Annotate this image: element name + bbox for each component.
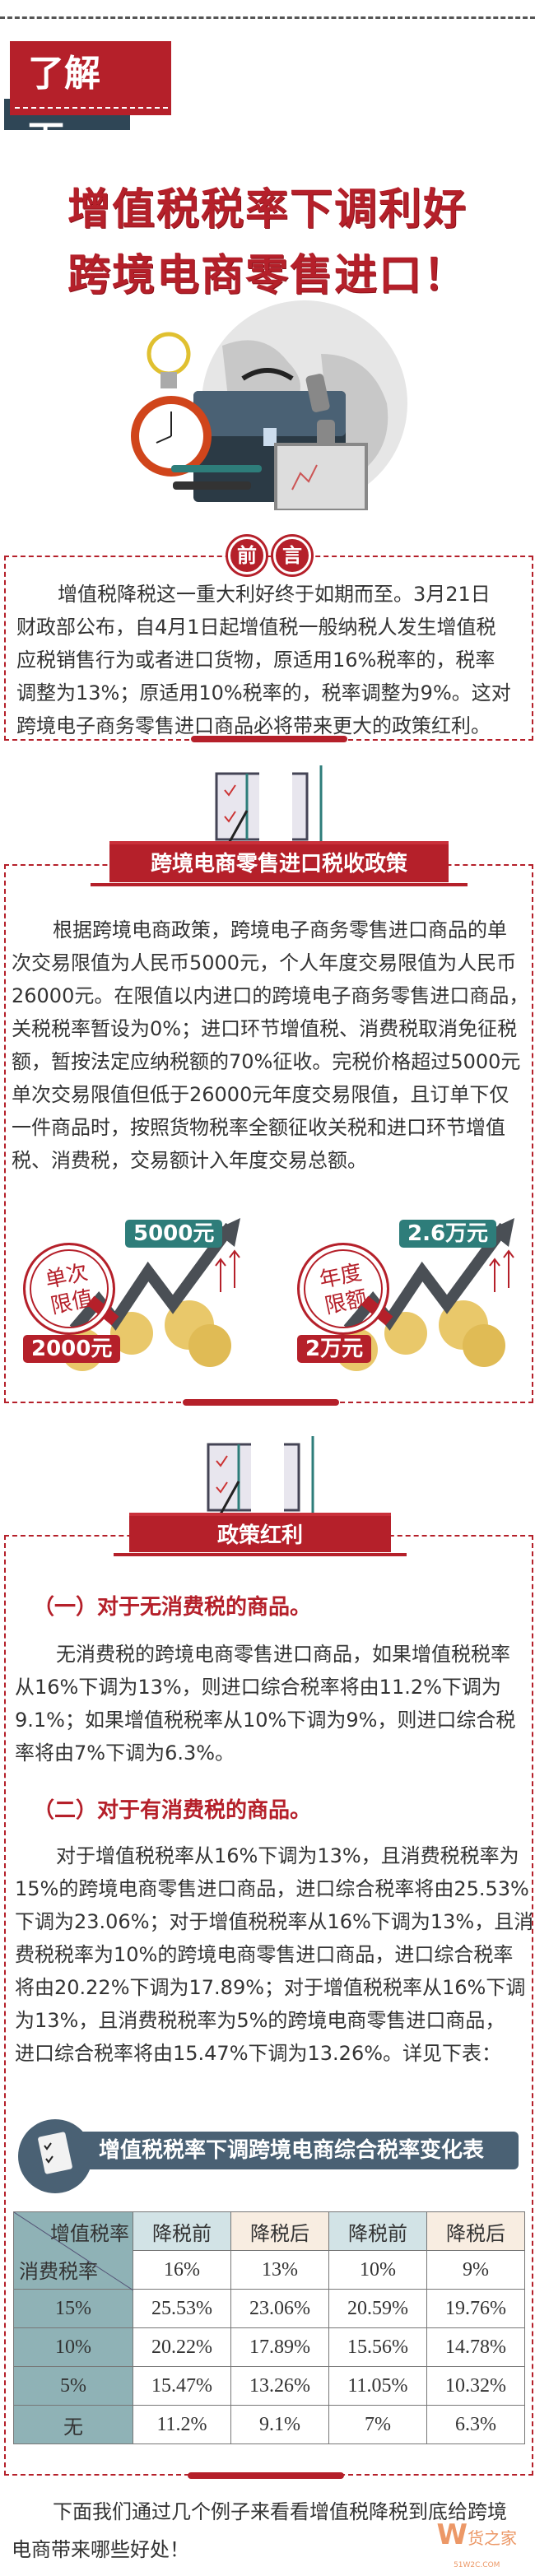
rate-change-table: 增值税率 消费税率 降税前 降税后 降税前 降税后 16% 13% 10% 9%… bbox=[13, 2211, 525, 2444]
single-limit-high-label: 5000元 bbox=[125, 1220, 223, 1248]
row-label: 无 bbox=[13, 2405, 133, 2444]
table-cell: 9.1% bbox=[230, 2405, 329, 2444]
table-cell: 20.22% bbox=[133, 2327, 231, 2367]
text-line: 9.1%；如果增值税税率从10%下调为9%，则进口综合税 bbox=[15, 1709, 516, 1732]
table-cell: 7% bbox=[328, 2405, 427, 2444]
table-cell: 13.26% bbox=[230, 2366, 329, 2406]
table-title: 增值税税率下调跨境电商综合税率变化表 bbox=[58, 2132, 519, 2169]
corner-vat-label: 增值税率 bbox=[50, 2224, 129, 2245]
preface-end-bar bbox=[191, 736, 347, 742]
policy-end-bar bbox=[183, 1399, 339, 1406]
table-row: 5% 15.47% 13.26% 11.05% 10.32% bbox=[13, 2366, 525, 2406]
table-cell: 17.89% bbox=[230, 2327, 329, 2367]
row-label: 5% bbox=[13, 2366, 133, 2406]
text-line: 单次交易限值但低于26000元年度交易限值，且订单下仅 bbox=[12, 1083, 509, 1106]
watermark-logo: W货之家 51W2C.COM bbox=[436, 2518, 517, 2569]
text-line: 下面我们通过几个例子来看看增值税降税到底给跨境 bbox=[53, 2500, 507, 2523]
text-line: 应税销售行为或者进口货物，原适用16%税率的，税率 bbox=[16, 649, 495, 672]
vat-rate-cell: 9% bbox=[426, 2250, 525, 2290]
table-cell: 14.78% bbox=[426, 2327, 525, 2367]
text-line: 调整为13%；原适用10%税率的，税率调整为9%。这对 bbox=[16, 681, 511, 704]
header-cell: 降税后 bbox=[426, 2211, 525, 2251]
annual-limit-high-label: 2.6万元 bbox=[399, 1220, 497, 1248]
text-line: 费税税率为10%的跨境电商零售进口商品，进口综合税率 bbox=[15, 1943, 514, 1966]
page-title-line-1: 增值税税率下调利好 bbox=[67, 185, 468, 235]
table-cell: 23.06% bbox=[230, 2289, 329, 2328]
checklist-book-icon bbox=[207, 1436, 314, 1518]
table-cell: 15.56% bbox=[328, 2327, 427, 2367]
header-cell: 降税前 bbox=[133, 2211, 231, 2251]
table-cell: 19.76% bbox=[426, 2289, 525, 2328]
table-row: 10% 20.22% 17.89% 15.56% 14.78% bbox=[13, 2327, 525, 2367]
text-line: 率将由7%下调为6.3%。 bbox=[15, 1741, 235, 1765]
text-line: 电商带来哪些好处！ bbox=[12, 2538, 189, 2561]
section-1-text: 无消费税的跨境电商零售进口商品，如果增值税税率 从16%下调为13%，则进口综合… bbox=[15, 1638, 522, 1769]
preface-text: 增值税降税这一重大利好终于如期而至。3月21日 财政部公布，自4月1日起增值税一… bbox=[16, 578, 523, 742]
text-line: 次交易限值为人民币5000元，个人年度交易限值为人民币 bbox=[12, 951, 517, 974]
row-label: 15% bbox=[13, 2289, 133, 2328]
table-cell: 6.3% bbox=[426, 2405, 525, 2444]
table-cell: 10.32% bbox=[426, 2366, 525, 2406]
annual-limit-low-label: 2万元 bbox=[297, 1335, 372, 1363]
clipboard-icon bbox=[18, 2119, 92, 2193]
closing-text: 下面我们通过几个例子来看看增值税降税到底给跨境 电商带来哪些好处！ bbox=[12, 2495, 519, 2566]
top-dashed-divider bbox=[0, 16, 535, 19]
text-line: 一件商品时，按照货物税率全额征收关税和进口环节增值 bbox=[12, 1116, 505, 1139]
benefit-banner-underline bbox=[114, 1553, 407, 1556]
vat-rate-cell: 10% bbox=[328, 2250, 427, 2290]
table-row: 无 11.2% 9.1% 7% 6.3% bbox=[13, 2405, 525, 2444]
rising-arrow-icon bbox=[61, 1218, 240, 1371]
benefit-end-bar bbox=[188, 2472, 344, 2479]
vat-rate-cell: 16% bbox=[133, 2250, 231, 2290]
table-cell: 25.53% bbox=[133, 2289, 231, 2328]
lightbulb-icon bbox=[147, 332, 191, 388]
single-limit-low-label: 2000元 bbox=[23, 1335, 121, 1363]
text-line: 15%的跨境电商零售进口商品，进口综合税率将由25.53% bbox=[15, 1877, 529, 1900]
policy-banner: 跨境电商零售进口税收政策 bbox=[109, 841, 449, 882]
section-1-heading: （一）对于无消费税的商品。 bbox=[33, 1595, 312, 1620]
intro-tag: 了解下， bbox=[10, 41, 171, 160]
page-title-line-2: 跨境电商零售进口！ bbox=[67, 251, 468, 300]
header-cell: 降税后 bbox=[230, 2211, 329, 2251]
table-corner-cell: 增值税率 消费税率 bbox=[13, 2211, 133, 2290]
corner-consumption-label: 消费税率 bbox=[19, 2262, 98, 2283]
checklist-book-icon bbox=[215, 765, 323, 848]
text-line: 无消费税的跨境电商零售进口商品，如果增值税税率 bbox=[56, 1643, 510, 1666]
text-line: 税、消费税，交易额计入年度交易总额。 bbox=[12, 1149, 367, 1172]
table-cell: 11.05% bbox=[328, 2366, 427, 2406]
annual-limit-graphic: 年度 限额 2.6万元 2万元 bbox=[282, 1210, 529, 1374]
preface-seal-2: 言 bbox=[273, 537, 311, 574]
text-line: 进口综合税率将由15.47%下调为13.26%。详见下表： bbox=[15, 2042, 502, 2065]
section-2-heading: （二）对于有消费税的商品。 bbox=[33, 1798, 312, 1823]
text-line: 财政部公布，自4月1日起增值税一般纳税人发生增值税 bbox=[16, 616, 496, 639]
notebook-icon bbox=[274, 443, 368, 510]
table-cell: 11.2% bbox=[133, 2405, 231, 2444]
pen-icon bbox=[171, 465, 262, 490]
section-2-text: 对于增值税税率从16%下调为13%，且消费税税率为 15%的跨境电商零售进口商品… bbox=[15, 1839, 534, 2070]
table-cell: 20.59% bbox=[328, 2289, 427, 2328]
clock-icon bbox=[131, 396, 212, 477]
benefit-banner: 政策红利 bbox=[129, 1513, 391, 1552]
hero-illustration bbox=[131, 300, 407, 510]
text-line: 26000元。在限值以内进口的跨境电子商务零售进口商品， bbox=[12, 984, 529, 1007]
policy-banner-underline bbox=[91, 883, 468, 886]
text-line: 对于增值税税率从16%下调为13%，且消费税税率为 bbox=[56, 1844, 519, 1867]
row-label: 10% bbox=[13, 2327, 133, 2367]
table-cell: 15.47% bbox=[133, 2366, 231, 2406]
policy-text: 根据跨境电商政策，跨境电子商务零售进口商品的单 次交易限值为人民币5000元，个… bbox=[12, 914, 529, 1177]
text-line: 为13%，且消费税税率为5%的跨境电商零售进口商品， bbox=[15, 2009, 505, 2032]
text-line: 额，暂按法定应纳税额的70%征收。完税价格超过5000元 bbox=[12, 1050, 521, 1073]
single-limit-graphic: 单次 限值 5000元 2000元 bbox=[8, 1210, 255, 1374]
table-row: 15% 25.53% 23.06% 20.59% 19.76% bbox=[13, 2289, 525, 2328]
text-line: 关税税率暂设为0%；进口环节增值税、消费税取消免征税 bbox=[12, 1017, 518, 1040]
text-line: 从16%下调为13%，则进口综合税率将由11.2%下调为 bbox=[15, 1676, 501, 1699]
vat-rate-cell: 13% bbox=[230, 2250, 329, 2290]
text-line: 根据跨境电商政策，跨境电子商务零售进口商品的单 bbox=[53, 918, 507, 942]
text-line: 增值税降税这一重大利好终于如期而至。3月21日 bbox=[58, 583, 491, 606]
text-line: 将由20.22%下调为17.89%；对于增值税税率从16%下调 bbox=[15, 1976, 526, 1999]
preface-seal-1: 前 bbox=[228, 537, 266, 574]
header-cell: 降税前 bbox=[328, 2211, 427, 2251]
text-line: 下调为23.06%；对于增值税税率从16%下调为13%，且消 bbox=[15, 1910, 534, 1933]
text-line: 跨境电子商务零售进口商品必将带来更大的政策红利。 bbox=[16, 714, 491, 737]
